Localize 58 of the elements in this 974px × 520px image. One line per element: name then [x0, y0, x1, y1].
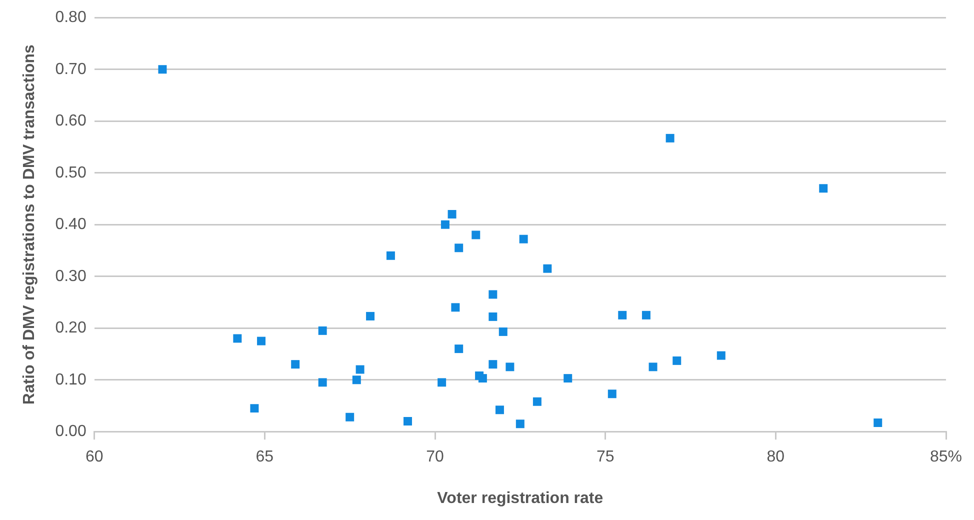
point — [366, 312, 375, 320]
y-tick-label: 0.40 — [55, 216, 86, 234]
point — [318, 326, 327, 335]
point — [318, 378, 327, 387]
point — [642, 310, 650, 320]
x-axis-title: Voter registration rate — [437, 490, 604, 507]
point — [478, 374, 487, 383]
point — [543, 264, 552, 273]
y-tick-label: 0.50 — [55, 164, 86, 182]
x-tick-label: 80 — [766, 448, 785, 466]
point — [404, 417, 412, 426]
point — [488, 290, 498, 299]
point — [257, 336, 266, 346]
x-tick-label: 65 — [256, 448, 274, 466]
point — [874, 418, 882, 428]
point — [454, 244, 464, 252]
point — [532, 397, 542, 406]
point — [716, 351, 726, 360]
point — [666, 134, 674, 142]
x-tick-label: 60 — [85, 448, 104, 466]
point — [346, 412, 354, 422]
x-tick-label: 70 — [426, 448, 444, 466]
point — [519, 234, 528, 244]
y-tick-label: 0.10 — [55, 371, 86, 388]
point — [440, 220, 450, 229]
point — [495, 406, 504, 414]
y-tick-label: 0.30 — [55, 268, 86, 285]
point — [291, 360, 300, 369]
point — [472, 230, 480, 240]
point — [356, 365, 364, 374]
point — [233, 334, 242, 343]
y-tick-label: 0.70 — [55, 60, 86, 78]
point — [250, 404, 259, 413]
point — [618, 310, 627, 320]
point — [648, 362, 658, 372]
y-axis-title: Ratio of DMV registrations to DMV transactions — [21, 44, 38, 405]
y-tick-label: 0.80 — [55, 9, 86, 26]
point — [454, 344, 464, 354]
point — [352, 376, 361, 384]
point — [438, 378, 446, 387]
x-tick-label: 85% — [930, 448, 962, 466]
y-tick-label: 0.00 — [55, 423, 86, 440]
point — [516, 420, 524, 428]
point — [608, 390, 616, 398]
x-tick-label: 75 — [596, 448, 614, 466]
point — [672, 356, 682, 365]
point — [386, 251, 395, 260]
point — [819, 184, 828, 193]
point — [448, 210, 456, 218]
y-tick-label: 0.60 — [55, 112, 86, 130]
point — [564, 374, 572, 383]
point — [488, 360, 498, 369]
point — [488, 312, 498, 321]
point — [451, 303, 460, 312]
point — [498, 327, 508, 336]
point — [506, 362, 514, 372]
y-tick-label: 0.20 — [55, 320, 86, 337]
point — [158, 65, 167, 74]
